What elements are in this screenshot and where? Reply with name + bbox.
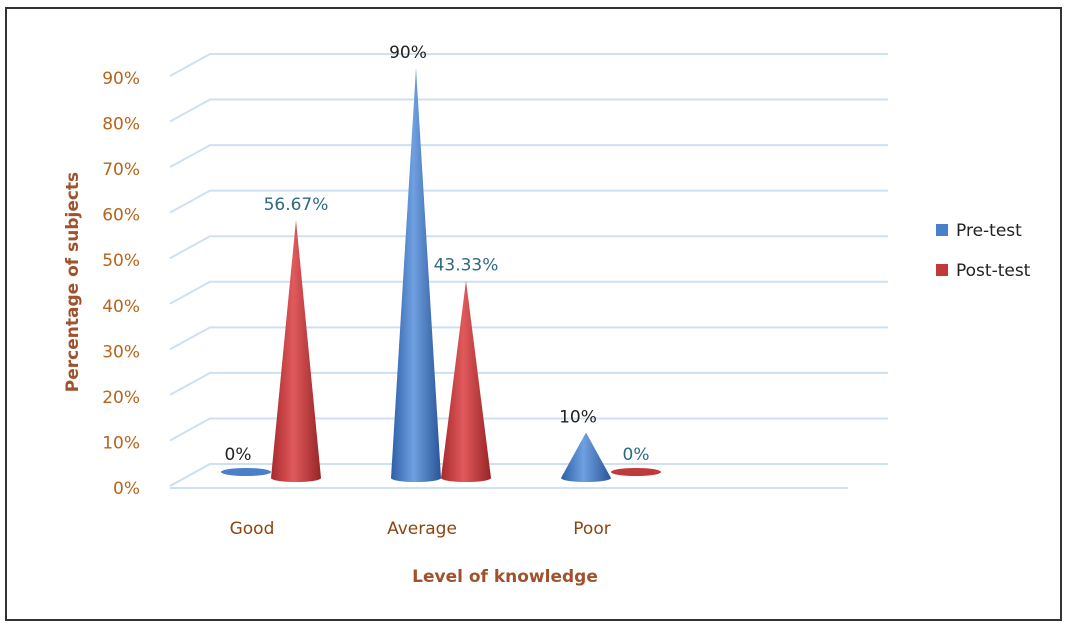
gridline xyxy=(169,371,888,396)
gridline xyxy=(169,280,888,305)
y-axis-title: Percentage of subjects xyxy=(63,172,83,392)
x-tick-label: Good xyxy=(230,519,275,539)
data-label: 10% xyxy=(559,407,597,427)
data-label: 43.33% xyxy=(434,256,499,276)
legend: Pre-test Post-test xyxy=(936,221,1031,281)
y-tick-label: 20% xyxy=(102,388,140,408)
data-label: 56.67% xyxy=(264,195,329,215)
x-axis-title: Level of knowledge xyxy=(412,567,598,587)
y-tick-label: 60% xyxy=(102,206,140,226)
gridline xyxy=(169,235,888,260)
gridline xyxy=(169,189,888,214)
data-label: 0% xyxy=(623,445,650,465)
y-tick-label: 70% xyxy=(102,160,140,180)
data-label: 0% xyxy=(225,445,252,465)
gridline xyxy=(169,326,888,351)
y-tick-label: 80% xyxy=(102,115,140,135)
gridline xyxy=(169,98,888,123)
chart-border xyxy=(5,7,1062,621)
legend-swatch xyxy=(936,224,948,236)
cone-pre-test-poor xyxy=(561,432,611,482)
gridlines xyxy=(169,53,888,489)
cone-post-test-good xyxy=(271,219,321,482)
y-tick-label: 0% xyxy=(113,479,140,499)
cones xyxy=(221,68,661,482)
y-tick-label: 50% xyxy=(102,251,140,271)
data-label: 90% xyxy=(389,43,427,63)
x-tick-label: Poor xyxy=(573,519,610,539)
y-tick-label: 30% xyxy=(102,342,140,362)
cone-pre-test-good xyxy=(221,468,271,476)
legend-label: Pre-test xyxy=(956,221,1022,241)
y-axis-ticks: 0% 10% 20% 30% 40% 50% 60% 70% 80% 90% xyxy=(102,69,140,499)
floor-line xyxy=(169,463,888,487)
gridline xyxy=(169,144,888,168)
x-tick-label: Average xyxy=(387,519,457,539)
cone-post-test-poor xyxy=(611,468,661,476)
x-axis-categories: Good Average Poor xyxy=(230,519,611,539)
gridline xyxy=(169,53,888,77)
y-tick-label: 10% xyxy=(102,433,140,453)
gridline xyxy=(169,417,888,442)
legend-label: Post-test xyxy=(956,261,1031,281)
data-labels: 0% 56.67% 90% 43.33% 10% 0% xyxy=(225,43,650,465)
legend-swatch xyxy=(936,264,948,276)
y-tick-label: 90% xyxy=(102,69,140,89)
y-tick-label: 40% xyxy=(102,297,140,317)
cone-pre-test-average xyxy=(391,68,441,482)
cone-post-test-average xyxy=(441,280,491,482)
